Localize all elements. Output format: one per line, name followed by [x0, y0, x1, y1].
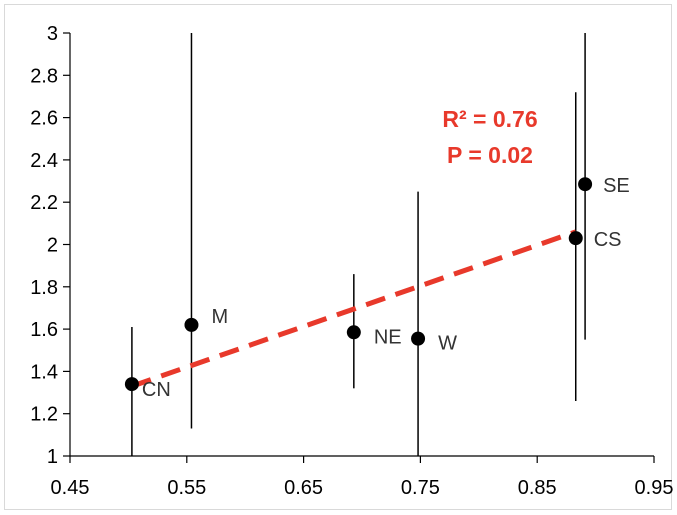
x-tick-label: 0.55	[167, 477, 206, 499]
r-squared-annotation: R² = 0.76	[442, 106, 537, 132]
p-value-annotation: P = 0.02	[447, 142, 533, 168]
y-tick-label: 1.2	[30, 404, 58, 426]
x-tick-labels: 0.45 0.55 0.65 0.75 0.85 0.95	[51, 477, 674, 499]
chart-frame	[4, 4, 672, 510]
error-bars	[131, 33, 586, 456]
y-tick-label: 1	[47, 446, 58, 468]
y-tick-label: 2.8	[30, 65, 58, 87]
data-point-se	[578, 177, 593, 192]
data-points	[124, 177, 593, 392]
point-label-m: M	[211, 306, 228, 328]
y-tick-labels: 1 1.2 1.4 1.6 1.8 2 2.2 2.4 2.6 2.8 3	[30, 23, 58, 468]
trendline	[131, 229, 577, 389]
y-tick-label: 2.4	[30, 150, 58, 172]
data-point-m	[184, 317, 199, 332]
point-label-cs: CS	[594, 229, 622, 251]
data-point-cs	[568, 231, 583, 246]
y-tick-label: 2.6	[30, 108, 58, 130]
y-tick-label: 3	[47, 23, 58, 45]
y-tick-label: 1.8	[30, 277, 58, 299]
data-point-cn	[124, 377, 139, 392]
point-label-cn: CN	[142, 379, 171, 401]
y-tick-label: 1.6	[30, 319, 58, 341]
y-tick-label: 2	[47, 235, 58, 257]
x-tick-label: 0.75	[401, 477, 440, 499]
x-tick-label: 0.95	[635, 477, 674, 499]
data-point-ne	[346, 325, 361, 340]
point-labels: CN M NE W CS SE	[142, 175, 630, 401]
axes	[63, 32, 655, 463]
point-label-w: W	[438, 333, 457, 355]
x-tick-label: 0.85	[518, 477, 557, 499]
data-point-w	[411, 331, 426, 346]
point-label-ne: NE	[374, 326, 402, 348]
y-tick-label: 1.4	[30, 361, 58, 383]
x-tick-label: 0.45	[51, 477, 90, 499]
x-tick-label: 0.65	[284, 477, 323, 499]
y-tick-label: 2.2	[30, 192, 58, 214]
point-label-se: SE	[603, 175, 630, 197]
trendline-group	[131, 229, 577, 389]
